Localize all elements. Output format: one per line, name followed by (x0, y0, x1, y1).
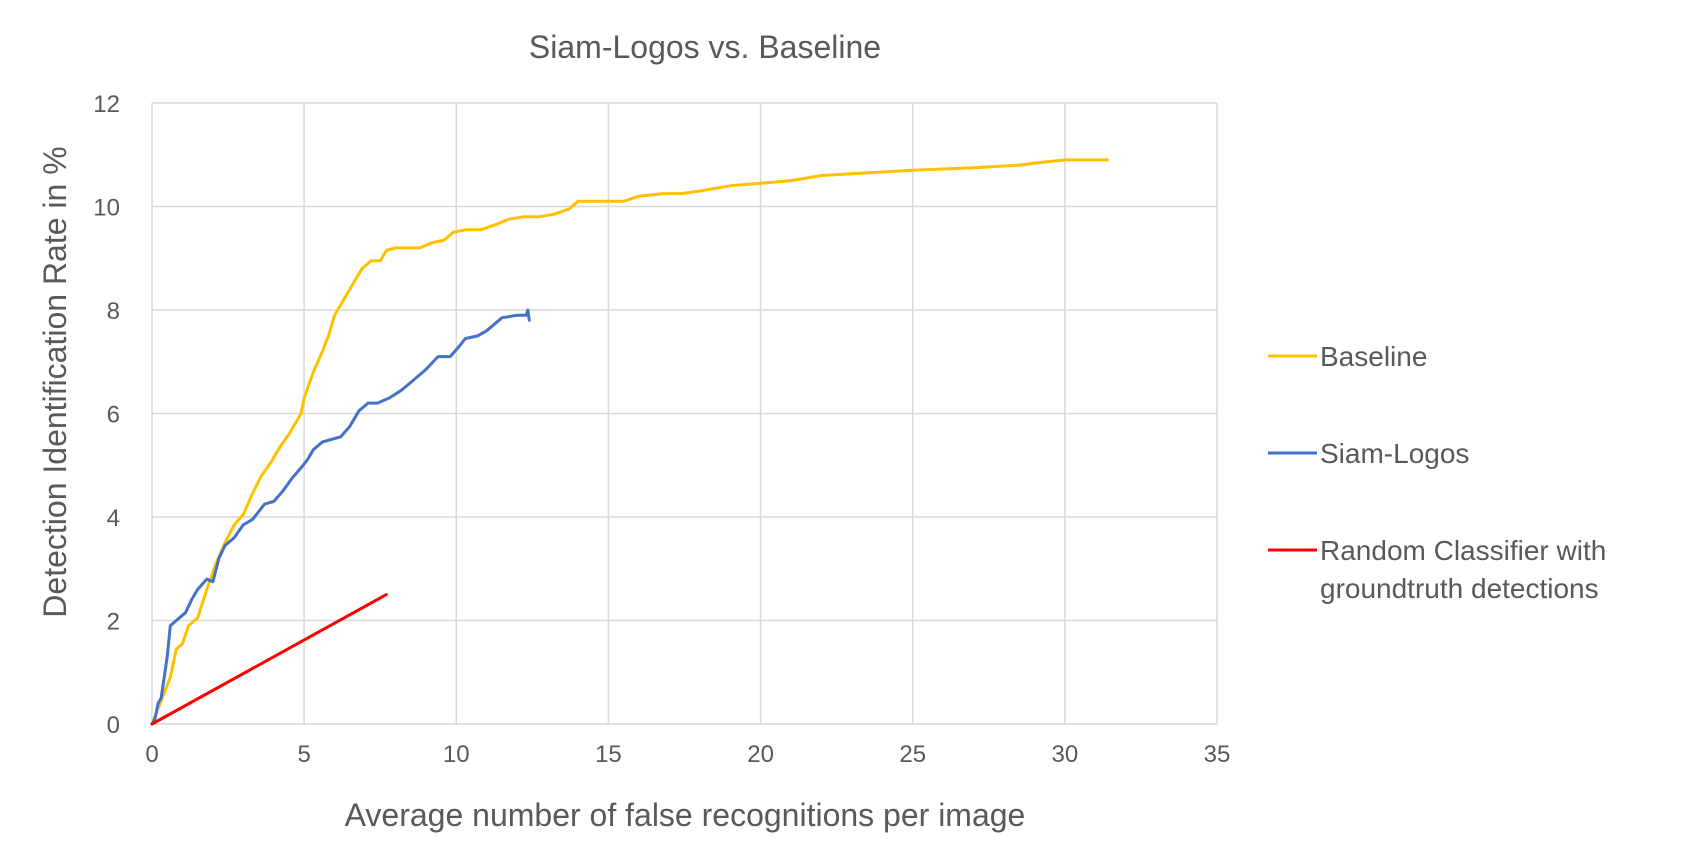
legend-label: groundtruth detections (1320, 573, 1599, 604)
grid-layer (151, 102, 1218, 725)
x-tick-label: 35 (1204, 741, 1231, 768)
series-line-0 (150, 158, 1109, 726)
y-tick-label: 4 (107, 505, 120, 532)
x-tick-label: 15 (595, 741, 622, 768)
y-tick-label: 2 (107, 609, 120, 636)
x-tick-label: 5 (297, 741, 310, 768)
x-tick-label: 0 (145, 741, 158, 768)
y-tick-label: 0 (107, 712, 120, 739)
legend-label: Random Classifier with (1320, 535, 1606, 566)
x-tick-label: 10 (443, 741, 470, 768)
series-line-1 (150, 308, 531, 726)
legend: Baseline Siam-Logos Random Classifier with… (1268, 341, 1606, 604)
chart-title: Siam-Logos vs. Baseline (529, 29, 881, 65)
y-tick-label: 8 (107, 298, 120, 325)
x-tick-label: 30 (1052, 741, 1079, 768)
x-tick-label: 20 (747, 741, 774, 768)
series-layer (150, 158, 1109, 726)
y-tick-label: 10 (93, 195, 120, 222)
x-tick-labels: 0 5 10 15 20 25 30 35 (145, 741, 1230, 768)
x-axis-title: Average number of false recognitions per… (345, 797, 1026, 833)
y-axis-title: Detection Identification Rate in % (37, 146, 73, 617)
series-line-2 (150, 593, 388, 726)
legend-label: Siam-Logos (1320, 438, 1469, 469)
x-tick-label: 25 (899, 741, 926, 768)
legend-label: Baseline (1320, 341, 1427, 372)
y-tick-label: 12 (93, 91, 120, 118)
y-tick-labels: 0 2 4 6 8 10 12 (93, 91, 120, 739)
y-tick-label: 6 (107, 402, 120, 429)
